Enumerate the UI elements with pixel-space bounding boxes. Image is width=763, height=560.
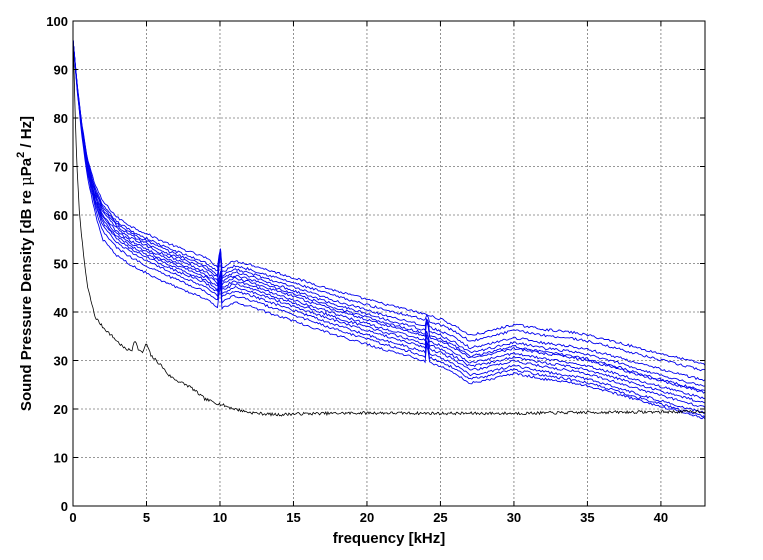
y-tick-label: 40 xyxy=(54,305,68,320)
y-tick-label: 100 xyxy=(46,14,68,29)
x-tick-label: 30 xyxy=(507,510,521,525)
y-tick-label: 50 xyxy=(54,257,68,272)
y-tick-label: 70 xyxy=(54,160,68,175)
signal-series-line xyxy=(72,39,706,387)
x-tick-label: 35 xyxy=(580,510,594,525)
y-tick-label: 20 xyxy=(54,402,68,417)
y-tick-label: 90 xyxy=(54,63,68,78)
y-axis-label-text: Sound Pressure Density [dB re xyxy=(18,186,35,411)
y-tick-label: 80 xyxy=(54,111,68,126)
y-tick-label: 60 xyxy=(54,208,68,223)
x-tick-label: 40 xyxy=(654,510,668,525)
x-tick-label: 15 xyxy=(286,510,300,525)
noise-series-line xyxy=(72,36,706,417)
grid xyxy=(73,21,705,506)
signal-series-line xyxy=(72,39,706,394)
x-tick-label: 25 xyxy=(433,510,447,525)
noise-layer xyxy=(72,36,706,417)
y-tick-label: 0 xyxy=(61,499,68,514)
y-axis-label-mu: μ xyxy=(17,176,35,186)
y-axis-label-unit: Pa xyxy=(18,157,35,176)
x-tick-label: 10 xyxy=(213,510,227,525)
x-tick-label: 0 xyxy=(69,510,76,525)
signal-series-line xyxy=(72,39,706,409)
ticks: 0 5 10 15 20 25 30 35 40 0 10 20 30 40 50 60 70 80 90 100 xyxy=(46,14,705,525)
signal-series-line xyxy=(72,40,706,366)
signal-series-line xyxy=(72,39,706,400)
signal-series-line xyxy=(72,39,706,404)
y-tick-label: 10 xyxy=(54,451,68,466)
signal-series-line xyxy=(72,39,706,418)
y-axis-label: Sound Pressure Density [dB re μPa2 / Hz] xyxy=(15,116,35,411)
signal-series-line xyxy=(72,39,706,372)
signal-series-line xyxy=(72,39,706,382)
signal-series-line xyxy=(72,41,706,420)
signal-series-line xyxy=(72,39,705,414)
y-axis-label-exponent: 2 xyxy=(15,152,27,158)
x-tick-label: 5 xyxy=(143,510,150,525)
y-axis-label-tail: / Hz] xyxy=(18,116,35,152)
series-layer xyxy=(72,39,706,420)
x-tick-label: 20 xyxy=(360,510,374,525)
x-axis-label: frequency [kHz] xyxy=(333,530,446,547)
signal-series-line xyxy=(72,39,706,392)
y-tick-label: 30 xyxy=(54,354,68,369)
